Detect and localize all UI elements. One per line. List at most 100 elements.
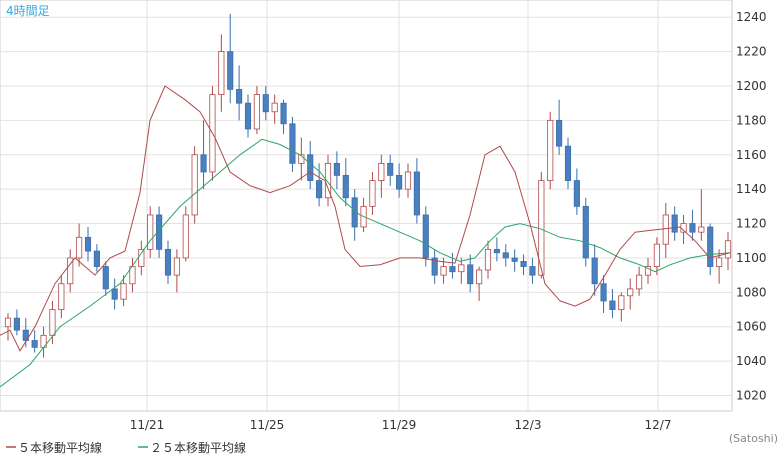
candle-body — [58, 283, 65, 310]
y-tick-label: 1100 — [736, 251, 767, 265]
candle — [102, 261, 109, 296]
candle — [13, 309, 20, 336]
plot-area — [0, 0, 733, 412]
candle — [476, 266, 483, 301]
candle-body — [724, 240, 732, 259]
candle — [262, 85, 269, 121]
x-tick-label: 11/29 — [382, 418, 417, 432]
candle — [191, 146, 198, 224]
candle — [573, 168, 580, 215]
candle-body — [493, 248, 500, 254]
candle — [511, 249, 518, 272]
candle — [58, 275, 65, 319]
candle — [31, 330, 38, 353]
candle-body — [467, 264, 474, 285]
candle-body — [333, 162, 340, 176]
candle-body — [280, 102, 287, 125]
y-tick-label: 1020 — [736, 389, 767, 403]
candle — [298, 137, 305, 181]
candle-body — [271, 102, 278, 113]
candle — [396, 163, 403, 198]
candle — [636, 266, 643, 296]
candle — [404, 163, 412, 198]
candle-body — [111, 288, 118, 300]
candle-body — [227, 51, 234, 90]
candle-body — [253, 94, 260, 130]
legend: ５本移動平均線 ２５本移動平均線 — [6, 440, 246, 455]
candle — [449, 252, 456, 279]
candle-body — [547, 119, 554, 181]
candle-body — [262, 94, 269, 113]
candle-body — [413, 171, 420, 216]
candle — [724, 232, 732, 270]
candle-body — [120, 283, 127, 300]
ma25-line — [0, 138, 731, 388]
candle — [218, 34, 225, 112]
candle — [520, 254, 527, 276]
candle-body — [636, 274, 643, 290]
credit-label: (Satoshi) — [729, 432, 778, 445]
candle-body — [387, 162, 394, 176]
candle — [422, 206, 429, 267]
candle-body — [138, 248, 145, 267]
candle — [173, 249, 180, 293]
candle — [111, 278, 118, 310]
candle-body — [431, 257, 438, 276]
candle-body — [31, 340, 38, 348]
candle — [244, 94, 252, 138]
candle — [200, 120, 207, 190]
candle-body — [84, 236, 92, 252]
candle-body — [422, 214, 429, 259]
candle-body — [404, 171, 412, 190]
candle — [369, 171, 376, 215]
candle-body — [218, 51, 225, 95]
candle-body — [520, 260, 527, 267]
candle-body — [396, 175, 403, 190]
x-tick-label: 12/3 — [515, 418, 542, 432]
candle — [342, 158, 349, 207]
candle-body — [147, 214, 154, 250]
candle — [529, 257, 536, 284]
candle — [609, 288, 616, 319]
y-tick-label: 1180 — [736, 113, 767, 127]
candle — [138, 240, 145, 276]
candle — [467, 254, 474, 293]
candle — [502, 244, 509, 267]
candle-body — [200, 154, 207, 173]
candle-body — [191, 154, 198, 216]
candle — [484, 240, 492, 279]
candle — [618, 292, 625, 322]
candle — [600, 275, 607, 313]
candle-body — [564, 145, 572, 181]
candle-body — [369, 180, 376, 207]
candle-body — [49, 309, 56, 336]
legend-label: ５本移動平均線 — [18, 440, 102, 455]
candle — [84, 226, 92, 262]
candle — [413, 158, 420, 224]
x-tick-label: 11/21 — [130, 418, 165, 432]
candle — [76, 223, 83, 267]
candle-body — [182, 214, 189, 259]
period-label: 4時間足 — [6, 4, 50, 18]
y-tick-label: 1040 — [736, 354, 767, 368]
y-tick-label: 1080 — [736, 285, 767, 299]
candle — [93, 244, 100, 272]
candle — [556, 99, 563, 155]
candles — [4, 13, 732, 358]
y-tick-label: 1140 — [736, 182, 767, 196]
candle — [4, 312, 12, 341]
candle — [333, 151, 340, 190]
candle-body — [298, 154, 305, 164]
candle-body — [609, 300, 616, 310]
candle — [582, 197, 589, 267]
candle — [147, 206, 154, 258]
candle-body — [511, 257, 518, 262]
candle — [431, 249, 438, 284]
candle-body — [484, 248, 492, 271]
candle — [164, 240, 172, 284]
candle-body — [440, 266, 447, 276]
candle — [644, 257, 652, 284]
ma5-line — [0, 85, 731, 352]
candle — [227, 13, 234, 104]
